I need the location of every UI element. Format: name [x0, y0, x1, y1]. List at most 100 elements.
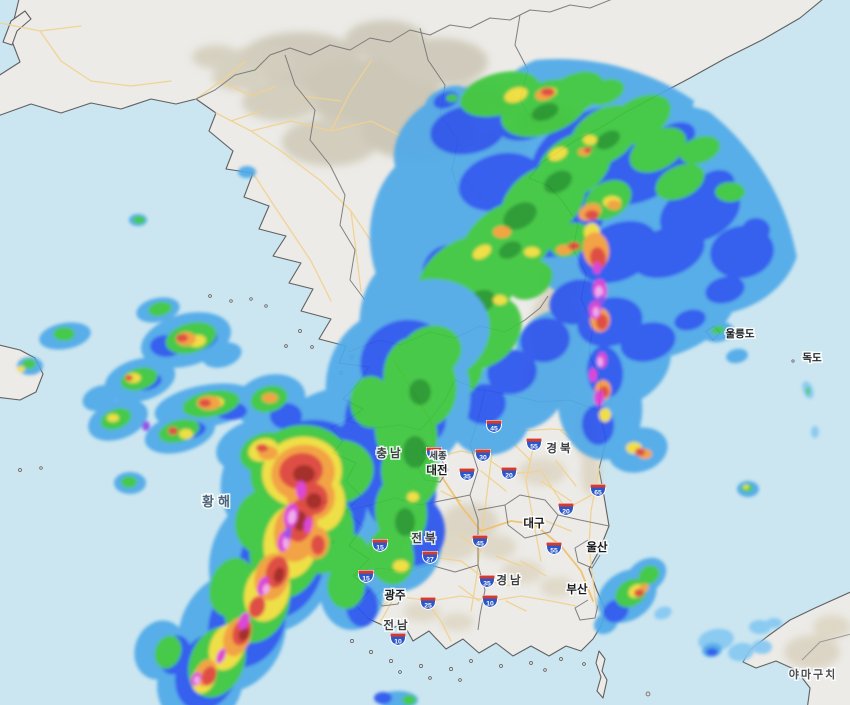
map-label-foreign: 야마구치 [789, 667, 837, 681]
radar-cell-mb [706, 648, 718, 656]
shield-band [590, 484, 606, 488]
shield-number: 15 [362, 576, 370, 583]
radar-cell-gr [350, 376, 392, 428]
radar-cell-gr [638, 565, 660, 585]
shield-band [372, 539, 388, 543]
shield-number: 30 [479, 455, 487, 462]
expressway-shield: 45 [472, 535, 488, 549]
map-label-city-sm: 세종 [429, 450, 447, 462]
radar-cell-pb [811, 426, 819, 438]
shield-band [422, 551, 438, 555]
map-label-city: 울산 [586, 540, 608, 554]
shield-number: 35 [463, 474, 471, 481]
radar-cell-gr [711, 325, 725, 335]
radar-cell-gr [133, 216, 145, 224]
shield-band [475, 449, 491, 453]
radar-cell-yl [743, 485, 749, 489]
radar-cell-gr [655, 163, 705, 201]
radar-cell-rd [248, 596, 266, 618]
liaodong-hook [2, 10, 32, 46]
radar-cell-pb [728, 642, 754, 662]
shield-band [358, 570, 374, 574]
shield-band [558, 503, 574, 507]
shield-number: 65 [594, 490, 602, 497]
radar-cell-yl [17, 366, 25, 372]
radar-cell-rd [589, 247, 607, 269]
radar-cell-rd [596, 314, 608, 330]
radar-cell-rd [256, 444, 268, 452]
radar-cell-or [262, 393, 278, 403]
radar-cell-lb [202, 342, 242, 368]
radar-cell-mb [620, 322, 676, 362]
radar-cell-dg [409, 379, 431, 405]
radar-cell-gr [460, 71, 540, 117]
radar-cell-yl [583, 135, 597, 145]
shield-number: 1 [432, 453, 436, 460]
shield-band [479, 575, 495, 579]
shield-number: 25 [424, 603, 432, 610]
radar-cell-mb [462, 383, 506, 425]
radar-cell-rd [584, 147, 592, 153]
shield-number: 45 [476, 541, 484, 548]
expressway-shield: 15 [358, 570, 374, 584]
radar-cell-pk [287, 510, 297, 524]
shield-number: 15 [376, 545, 384, 552]
map-label-sea: 황해 [202, 494, 234, 509]
radar-cell-pk [283, 537, 289, 549]
map-label-province: 경북 [546, 441, 573, 455]
radar-cell-dg [395, 508, 415, 536]
radar-cell-pb [766, 618, 782, 628]
radar-cell-yl [524, 247, 540, 257]
radar-cell-gr [121, 476, 137, 488]
radar-cell-dr [238, 627, 250, 641]
radar-cell-gr [679, 135, 721, 165]
radar-cell-lb [238, 166, 256, 178]
radar-cell-mb [270, 403, 302, 429]
radar-cell-yl [548, 147, 568, 161]
radar-cell-yl [107, 414, 119, 422]
radar-cell-mg [238, 612, 250, 630]
radar-cell-gr [148, 301, 172, 317]
radar-cell-yl [493, 295, 507, 305]
shield-number: 20 [505, 473, 513, 480]
expressway-shield: 30 [475, 449, 491, 463]
radar-cell-dg [498, 241, 522, 259]
radar-cell-mb [742, 218, 770, 242]
map-label-city: 대구 [523, 516, 545, 530]
expressway-shield: 35 [479, 575, 495, 589]
expressway-shield: 55 [526, 438, 542, 452]
radar-cell-pk [262, 584, 270, 594]
radar-cell-dg [544, 170, 572, 194]
radar-cell-pb [749, 620, 771, 634]
radar-cell-rd [635, 448, 645, 456]
expressway-shield: 20 [558, 503, 574, 517]
expressway-shields: 1 35 30 45 55 20 20 45 55 65 27 15 15 25 35 10 10 [358, 420, 606, 647]
shield-number: 10 [394, 639, 402, 646]
radar-cell-dr [273, 567, 285, 583]
map-label-island: 울릉도 [726, 328, 755, 340]
radar-cell-dg [503, 202, 537, 230]
expressway-shield: 45 [486, 420, 502, 434]
radar-cell-rd [568, 242, 580, 250]
small-islands [18, 294, 795, 697]
shield-number: 35 [483, 581, 491, 588]
radar-cell-mb [430, 105, 506, 155]
shield-band [390, 633, 406, 637]
radar-cell-or [607, 200, 621, 210]
radar-cell-vi [598, 295, 604, 305]
radar-cell-mb [586, 346, 624, 398]
radar-cell-mg [593, 262, 601, 274]
shield-band [482, 595, 498, 599]
shield-number: 27 [426, 557, 434, 564]
road-layer [0, 22, 602, 642]
shield-number: 45 [490, 426, 498, 433]
radar-cell-dr [293, 465, 315, 483]
shield-number: 55 [550, 548, 558, 555]
radar-echo-layer [17, 59, 819, 705]
radar-cell-gr [402, 695, 416, 705]
radar-cell-mb [374, 692, 392, 704]
radar-cell-mb [705, 276, 745, 304]
shield-number: 10 [486, 601, 494, 608]
